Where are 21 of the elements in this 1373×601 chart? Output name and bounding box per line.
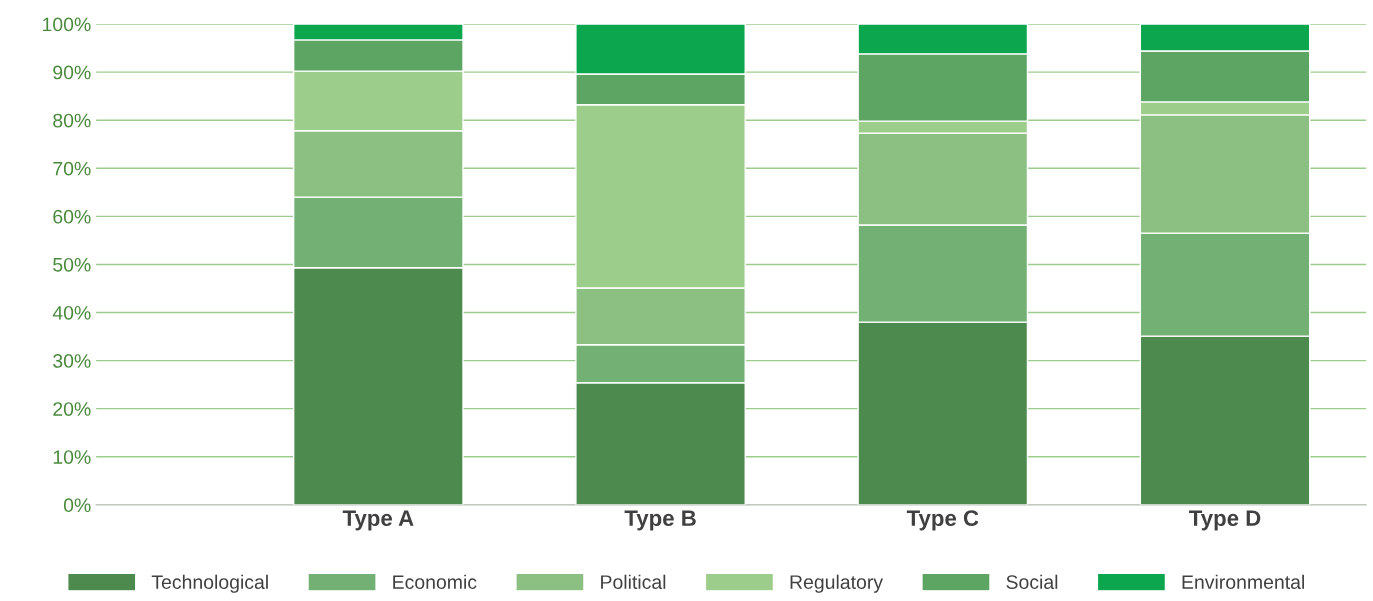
y-tick-label: 0% bbox=[63, 498, 91, 513]
x-tick-label: Type B bbox=[624, 510, 696, 531]
y-tick-label: 40% bbox=[52, 305, 91, 320]
y-tick-label: 20% bbox=[53, 402, 91, 416]
legend-label: Social bbox=[1006, 574, 1058, 589]
y-tick-label: 80% bbox=[53, 113, 91, 128]
y-tick-label: 70% bbox=[53, 161, 91, 176]
legend-label: Technological bbox=[151, 574, 268, 593]
legend-label: Economic bbox=[393, 574, 477, 589]
x-tick-label: Type C bbox=[906, 510, 979, 531]
y-tick-label: 30% bbox=[53, 354, 91, 368]
y-tick-label: 10% bbox=[53, 450, 91, 464]
legend-label: Environmental bbox=[1182, 574, 1304, 589]
y-tick-label: 60% bbox=[53, 209, 91, 224]
x-tick-label: Type A bbox=[342, 510, 414, 531]
x-tick-label: Type D bbox=[1189, 510, 1261, 531]
y-tick-label: 100% bbox=[43, 17, 91, 32]
y-tick-label: 90% bbox=[53, 65, 91, 80]
legend-label: Political bbox=[601, 574, 666, 589]
y-tick-label: 50% bbox=[53, 257, 91, 272]
legend-label: Regulatory bbox=[790, 574, 884, 593]
